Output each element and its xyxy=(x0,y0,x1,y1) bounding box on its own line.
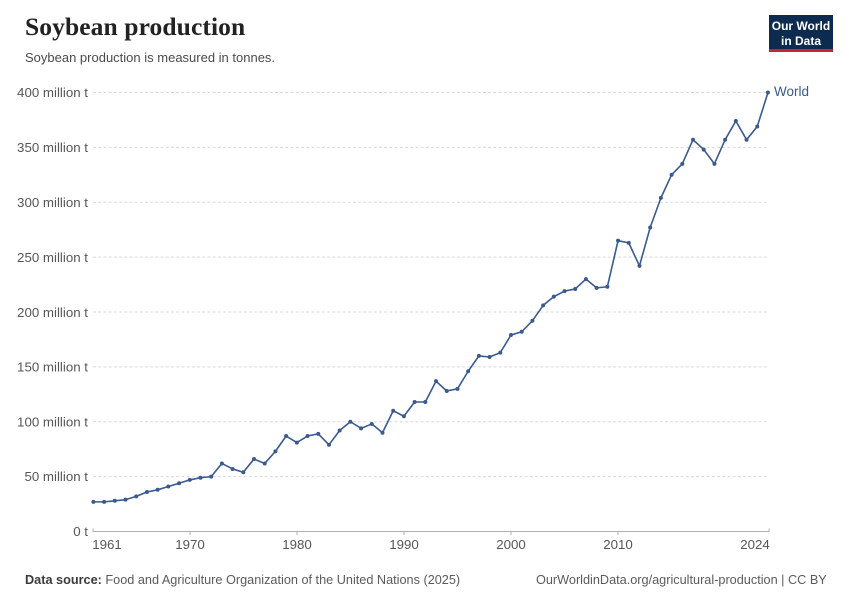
svg-text:150 million t: 150 million t xyxy=(17,360,88,375)
svg-text:400 million t: 400 million t xyxy=(17,85,88,100)
svg-text:300 million t: 300 million t xyxy=(17,195,88,210)
svg-text:1961: 1961 xyxy=(92,537,122,552)
svg-text:250 million t: 250 million t xyxy=(17,250,88,265)
svg-text:0 t: 0 t xyxy=(73,524,88,539)
svg-text:1990: 1990 xyxy=(389,537,419,552)
svg-text:350 million t: 350 million t xyxy=(17,140,88,155)
svg-text:100 million t: 100 million t xyxy=(17,415,88,430)
svg-text:2010: 2010 xyxy=(603,537,633,552)
svg-text:50 million t: 50 million t xyxy=(24,469,88,484)
svg-text:1970: 1970 xyxy=(175,537,205,552)
svg-text:1980: 1980 xyxy=(282,537,312,552)
svg-text:2000: 2000 xyxy=(496,537,526,552)
svg-text:200 million t: 200 million t xyxy=(17,305,88,320)
svg-text:World: World xyxy=(774,84,809,99)
svg-text:2024: 2024 xyxy=(740,537,770,552)
